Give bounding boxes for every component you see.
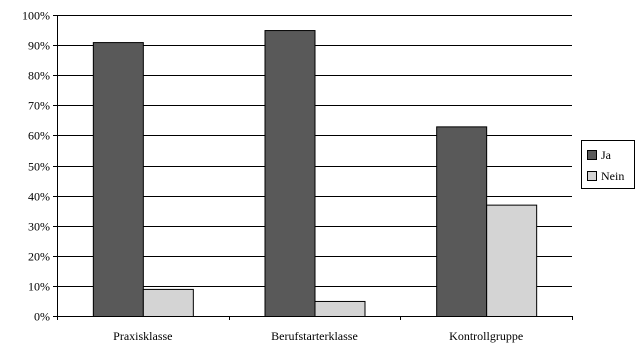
legend-label-ja: Ja bbox=[601, 148, 612, 162]
bar-nein-kontrollgruppe bbox=[486, 204, 538, 318]
y-tick-label: 90% bbox=[28, 39, 50, 53]
y-tick-labels: 0% 10% 20% 30% 40% 50% 60% 70% 80% 90% 100% bbox=[22, 9, 50, 324]
y-tick-label: 50% bbox=[28, 160, 50, 174]
y-tick-label: 20% bbox=[28, 250, 50, 264]
axes bbox=[53, 15, 573, 320]
bar-ja-kontrollgruppe bbox=[436, 126, 488, 318]
y-tick-label: 30% bbox=[28, 220, 50, 234]
bar-nein-praxisklasse bbox=[142, 288, 194, 318]
y-tick-label: 40% bbox=[28, 190, 50, 204]
bar-ja-berufstarterklasse bbox=[264, 30, 316, 318]
x-tick-label: Kontrollgruppe bbox=[449, 329, 523, 343]
x-tick-labels: Praxisklasse Berufstarterklasse Kontrollgr… bbox=[113, 329, 523, 343]
x-tick-label: Berufstarterklasse bbox=[271, 329, 358, 343]
legend-box bbox=[581, 140, 635, 189]
x-tick-label: Praxisklasse bbox=[113, 329, 172, 343]
bars bbox=[92, 30, 538, 318]
y-tick-label: 100% bbox=[22, 9, 50, 23]
legend-label-nein: Nein bbox=[601, 169, 624, 183]
y-tick-label: 80% bbox=[28, 69, 50, 83]
bar-nein-berufstarterklasse bbox=[314, 300, 366, 318]
y-tick-label: 70% bbox=[28, 99, 50, 113]
y-tick-label: 0% bbox=[34, 310, 50, 324]
legend-swatch-ja bbox=[587, 150, 597, 160]
legend-swatch-nein bbox=[587, 171, 597, 181]
y-tick-label: 60% bbox=[28, 129, 50, 143]
bar-ja-praxisklasse bbox=[92, 42, 144, 318]
y-tick-label: 10% bbox=[28, 280, 50, 294]
legend: Ja Nein bbox=[581, 140, 635, 189]
